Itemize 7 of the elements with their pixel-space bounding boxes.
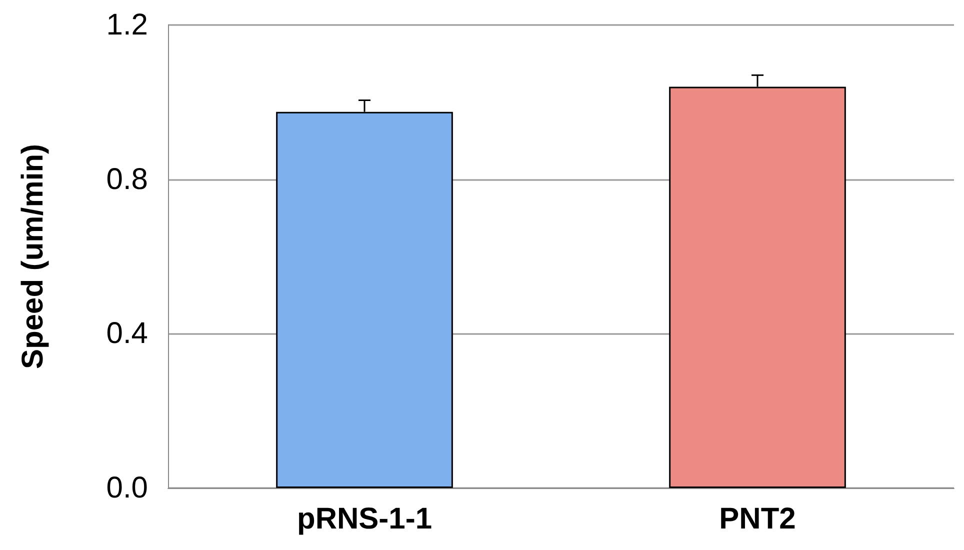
y-tick-label: 1.2 xyxy=(106,8,148,42)
x-tick-label: pRNS-1-1 xyxy=(296,502,432,536)
x-tick-label: PNT2 xyxy=(719,502,796,536)
y-tick-label: 0.8 xyxy=(106,162,148,196)
y-axis-title: Speed (um/min) xyxy=(16,144,50,370)
text: 0.0 xyxy=(106,472,148,504)
y-tick-label: 0.4 xyxy=(106,317,148,350)
